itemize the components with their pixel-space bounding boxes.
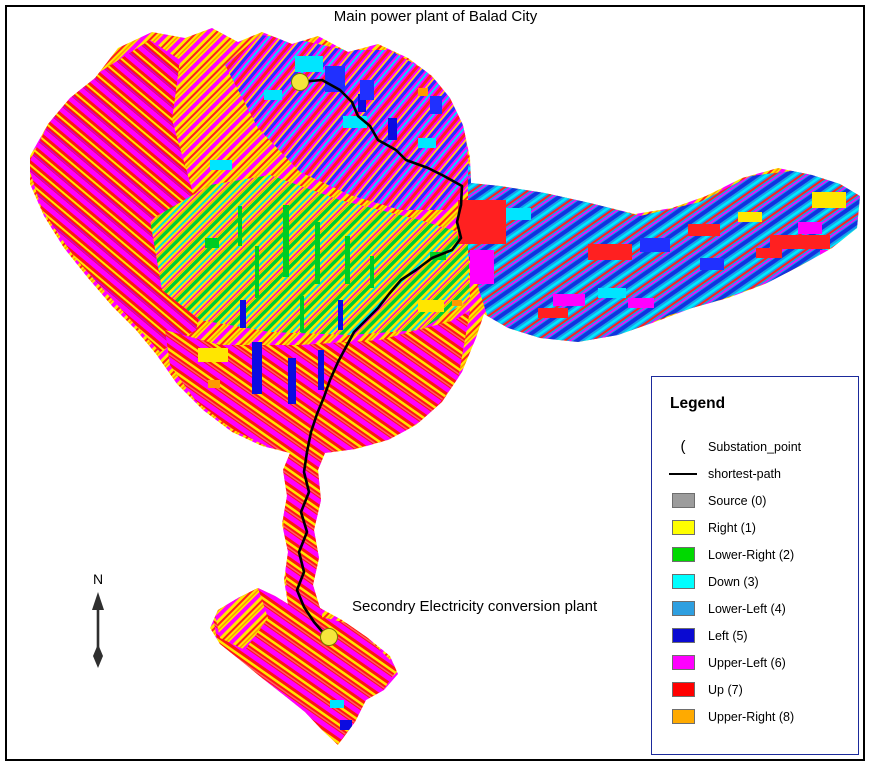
legend-item-label: Upper-Left (6) — [708, 655, 786, 670]
legend-color-swatch — [671, 493, 695, 508]
legend-item-label: Source (0) — [708, 493, 767, 508]
secondary-plant-marker — [320, 628, 338, 646]
legend-color-swatch — [671, 547, 695, 562]
legend-item-left: Left (5) — [668, 622, 850, 649]
secondary-plant-label: Secondry Electricity conversion plant — [352, 598, 598, 615]
legend-title: Legend — [670, 395, 726, 412]
legend-item-label: Substation_point — [708, 439, 802, 454]
legend-item-right: Right (1) — [668, 514, 850, 541]
legend-item-lower-left: Lower-Left (4) — [668, 595, 850, 622]
main-plant-marker — [291, 73, 309, 91]
shortest-path-line — [295, 78, 464, 638]
yellow-noise — [198, 192, 846, 362]
legend-item-label: Lower-Right (2) — [708, 547, 795, 562]
red-noise — [458, 200, 830, 318]
legend-panel: Legend ( Substation_point shortest-path … — [651, 376, 859, 755]
substation-point-symbol: ( — [680, 438, 686, 455]
legend-item-lower-right: Lower-Right (2) — [668, 541, 850, 568]
legend-item-source: Source (0) — [668, 487, 850, 514]
legend-color-swatch — [671, 682, 695, 697]
legend-color-swatch — [671, 655, 695, 670]
legend-item-upper-right: Upper-Right (8) — [668, 703, 850, 730]
legend-item-label: Lower-Left (4) — [708, 601, 786, 616]
legend-color-swatch — [671, 574, 695, 589]
legend-item-up: Up (7) — [668, 676, 850, 703]
legend-color-swatch — [671, 601, 695, 616]
legend-color-swatch — [671, 520, 695, 535]
legend-color-swatch — [671, 709, 695, 724]
legend-color-swatch — [671, 628, 695, 643]
legend-item-shortest-path: shortest-path — [668, 460, 850, 487]
legend-item-substation: ( Substation_point — [668, 433, 850, 460]
legend-item-label: Upper-Right (8) — [708, 709, 795, 724]
north-label: N — [92, 571, 104, 587]
legend-item-down: Down (3) — [668, 568, 850, 595]
north-arrow-icon — [92, 592, 104, 668]
legend-item-label: Down (3) — [708, 574, 759, 589]
blue-noise — [240, 94, 397, 730]
legend-item-label: Right (1) — [708, 520, 756, 535]
legend-item-label: shortest-path — [708, 466, 781, 481]
legend-item-label: Left (5) — [708, 628, 748, 643]
shortest-path-line-symbol — [669, 472, 697, 475]
main-plant-label: Main power plant of Balad City — [333, 8, 538, 25]
legend-item-upper-left: Upper-Left (6) — [668, 649, 850, 676]
legend-item-label: Up (7) — [708, 682, 743, 697]
